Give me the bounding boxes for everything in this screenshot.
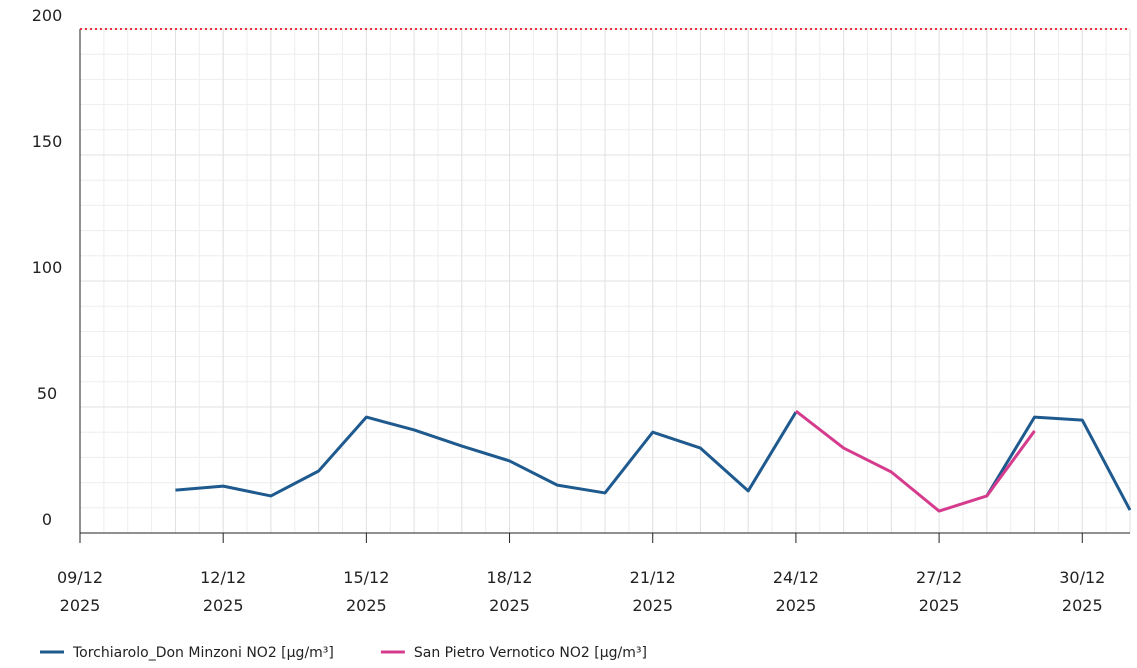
x-tick-label: 09/12 2025	[57, 568, 103, 615]
series-line	[794, 409, 1036, 513]
x-tick-label-line: 12/12	[200, 568, 246, 587]
x-tick-label-line: 24/12	[773, 568, 819, 587]
series-line	[175, 411, 1132, 511]
y-tick-label: 0	[42, 510, 52, 529]
x-tick-label-line: 2025	[60, 596, 101, 615]
x-tick-label-line: 2025	[919, 596, 960, 615]
legend-label: Torchiarolo_Don Minzoni NO2 [µg/m³]	[72, 645, 334, 661]
x-tick-label: 30/12 2025	[1059, 568, 1105, 615]
legend-label: San Pietro Vernotico NO2 [µg/m³]	[414, 645, 647, 661]
x-tick-label: 21/12 2025	[630, 568, 676, 615]
x-tick-label: 12/12 2025	[200, 568, 246, 615]
y-tick-label: 200	[32, 6, 63, 25]
x-tick-label-line: 18/12	[486, 568, 532, 587]
x-tick-label-line: 2025	[1062, 596, 1103, 615]
x-tick-label-line: 21/12	[630, 568, 676, 587]
x-tick-label-line: 27/12	[916, 568, 962, 587]
y-tick-label: 150	[32, 132, 63, 151]
x-tick-label-line: 2025	[776, 596, 817, 615]
x-tick-label-line: 15/12	[343, 568, 389, 587]
x-tick-label-line: 30/12	[1059, 568, 1105, 587]
x-tick-label-line: 09/12	[57, 568, 103, 587]
y-tick-label: 100	[32, 258, 63, 277]
x-tick-label: 18/12 2025	[486, 568, 532, 615]
x-tick-label-line: 2025	[632, 596, 673, 615]
x-tick-label-line: 2025	[489, 596, 530, 615]
x-tick-label: 15/12 2025	[343, 568, 389, 615]
x-tick-label: 24/12 2025	[773, 568, 819, 615]
y-tick-label: 50	[37, 384, 57, 403]
x-tick-label-line: 2025	[346, 596, 387, 615]
x-tick-label-line: 2025	[203, 596, 244, 615]
x-tick-label: 27/12 2025	[916, 568, 962, 615]
